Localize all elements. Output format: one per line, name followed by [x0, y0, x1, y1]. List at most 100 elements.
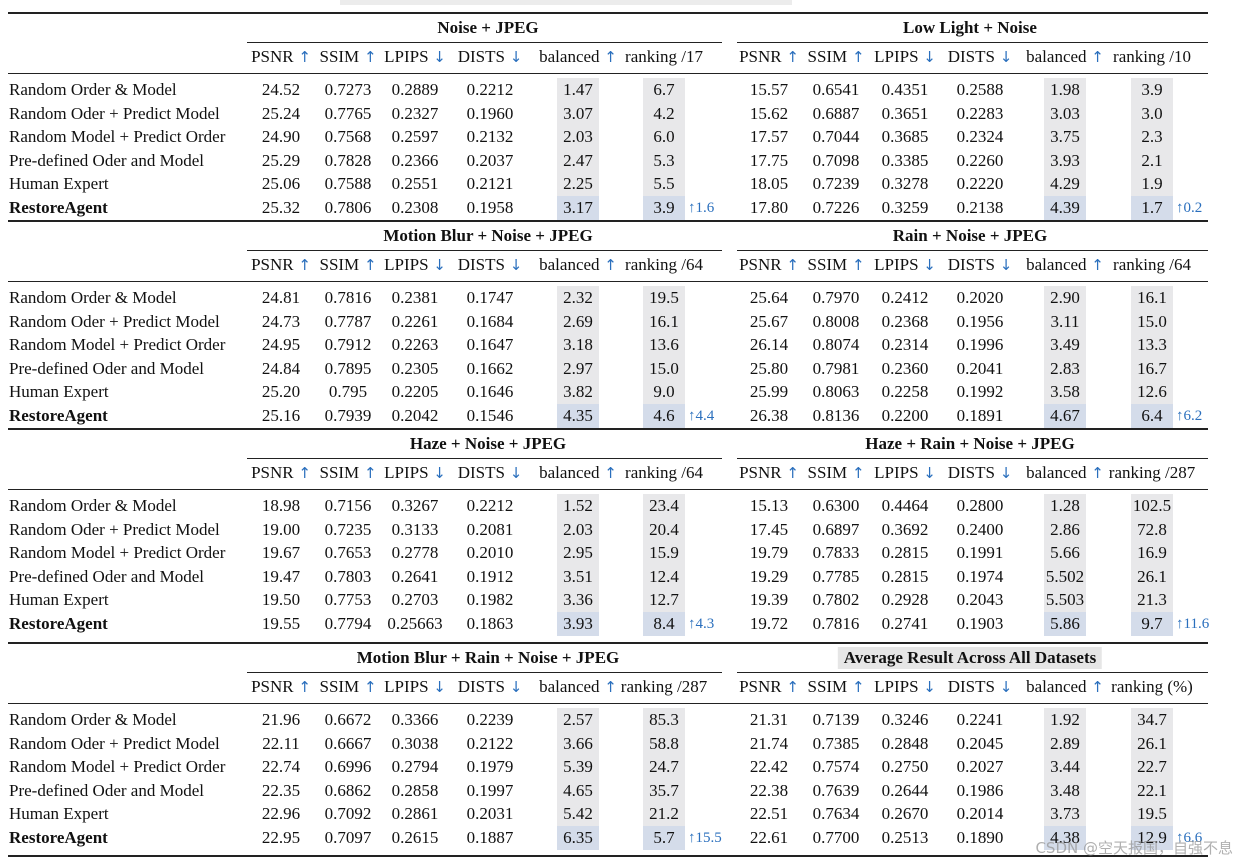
table-cell: 25.64 [749, 288, 789, 307]
table-cell: 3.44 [1050, 757, 1080, 777]
up-arrow-icon: ↑ [599, 48, 617, 66]
table-cell: 0.2861 [391, 804, 439, 824]
table-cell: 0.2121 [466, 174, 514, 194]
row-label: Random Model + Predict Order [9, 335, 226, 355]
table-cell: 5.3 [653, 150, 675, 170]
table-cell: 0.2212 [466, 80, 514, 99]
table-cell: 0.7833 [812, 543, 860, 563]
column-header-label: balanced [1026, 677, 1087, 696]
table-cell: 0.1960 [466, 103, 514, 123]
watermark: CSDN @空天报国，自强不息 [1035, 839, 1233, 857]
table-cell: 0.7044 [812, 127, 860, 147]
table-cell: 0.1974 [956, 566, 1004, 586]
table-cell: 0.2261 [391, 311, 439, 331]
table-cell: 5.5 [653, 174, 675, 194]
table-cell: 0.1979 [466, 757, 514, 777]
table-cell: 0.2205 [391, 382, 439, 402]
table-cell: 0.2815 [881, 543, 929, 563]
table-cell: 0.2597 [391, 127, 439, 147]
top-caption-bar [340, 0, 792, 5]
table-cell: 19.79 [749, 543, 789, 563]
up-arrow-icon: ↑ [359, 678, 377, 696]
header-underline [8, 281, 1208, 282]
table-cell: 3.17 [563, 198, 593, 217]
table-cell: 0.2644 [881, 780, 929, 800]
table-cell: 3.93 [563, 614, 593, 633]
row-label: Human Expert [9, 174, 109, 194]
highlight-cell [557, 404, 599, 428]
table-cell: 0.7239 [812, 174, 860, 194]
table-cell: 0.2132 [466, 127, 514, 147]
highlight-cell [557, 826, 599, 850]
column-header-dists: DISTS ↓ [458, 676, 523, 698]
table-cell: 24.73 [261, 311, 301, 331]
up-arrow-icon: ↑ [781, 256, 799, 274]
column-header-label: LPIPS [874, 255, 919, 274]
table-cell: 0.7385 [812, 733, 860, 753]
column-header-psnr: PSNR ↑ [739, 254, 799, 276]
table-cell: 0.2239 [466, 710, 514, 729]
row-label: Pre-defined Oder and Model [9, 150, 204, 170]
table-cell: 5.39 [563, 757, 593, 777]
column-header-label: LPIPS [874, 47, 919, 66]
table-cell: 21.96 [261, 710, 301, 729]
table-cell: 0.7574 [812, 757, 860, 777]
table-cell: 4.38 [1050, 828, 1080, 847]
up-arrow-icon: ↑ [781, 464, 799, 482]
table-cell: 0.1863 [466, 614, 514, 633]
column-header-label: LPIPS [384, 463, 429, 482]
dataset-title: Low Light + Noise [903, 18, 1037, 37]
table-cell: 0.7098 [812, 150, 860, 170]
column-header-label: DISTS [457, 47, 505, 66]
down-arrow-icon: ↓ [428, 464, 446, 482]
row-label: Random Model + Predict Order [9, 127, 226, 147]
up-arrow-icon: ↑ [359, 48, 377, 66]
column-header-ssim: SSIM ↑ [319, 462, 376, 484]
column-header-label: SSIM [807, 47, 848, 66]
table-cell: 0.2327 [391, 103, 439, 123]
down-arrow-icon: ↓ [504, 48, 523, 66]
table-cell: 4.6 [653, 406, 675, 425]
table-cell: 0.1890 [956, 828, 1004, 847]
table-cell: 5.42 [563, 804, 593, 824]
shaded-column [1044, 286, 1086, 404]
table-cell: 0.7097 [324, 828, 372, 847]
table-cell: 22.1 [1137, 780, 1167, 800]
row-label: Human Expert [9, 804, 109, 824]
table-cell: 0.8008 [812, 311, 860, 331]
table-cell: 19.39 [749, 590, 789, 610]
table-cell: 2.32 [563, 288, 593, 307]
row-label: Random Oder + Predict Model [9, 103, 220, 123]
down-arrow-icon: ↓ [428, 256, 446, 274]
column-header-balanced: balanced ↑ [539, 46, 617, 68]
table-cell: 4.2 [653, 103, 675, 123]
row-label: Random Oder + Predict Model [9, 519, 220, 539]
table-cell: 12.6 [1137, 382, 1167, 402]
table-cell: 3.82 [563, 382, 593, 402]
dataset-title: Motion Blur + Noise + JPEG [383, 226, 593, 245]
table-cell: 17.57 [749, 127, 789, 147]
column-header-ssim: SSIM ↑ [807, 254, 864, 276]
table-cell: 0.7765 [324, 103, 372, 123]
table-cell: 0.2815 [881, 566, 929, 586]
table-cell: 0.1684 [466, 311, 514, 331]
table-cell: 4.39 [1050, 198, 1080, 217]
column-header-label: balanced [1026, 463, 1087, 482]
row-label: Pre-defined Oder and Model [9, 780, 204, 800]
shaded-column [643, 494, 685, 612]
column-header-psnr: PSNR ↑ [739, 676, 799, 698]
column-header-ssim: SSIM ↑ [807, 676, 864, 698]
table-cell: 0.7794 [324, 614, 372, 633]
table-cell: 0.7653 [324, 543, 372, 563]
table-cell: 15.13 [749, 496, 789, 515]
up-arrow-icon: ↑ [781, 48, 799, 66]
shaded-column [557, 286, 599, 404]
highlight-cell [1044, 612, 1086, 636]
table-cell: 24.81 [261, 288, 301, 307]
table-cell: 5.502 [1045, 566, 1085, 586]
highlight-cell [1131, 196, 1173, 220]
row-label: Random Oder + Predict Model [9, 733, 220, 753]
table-cell: 0.2037 [466, 150, 514, 170]
down-arrow-icon: ↓ [918, 678, 936, 696]
